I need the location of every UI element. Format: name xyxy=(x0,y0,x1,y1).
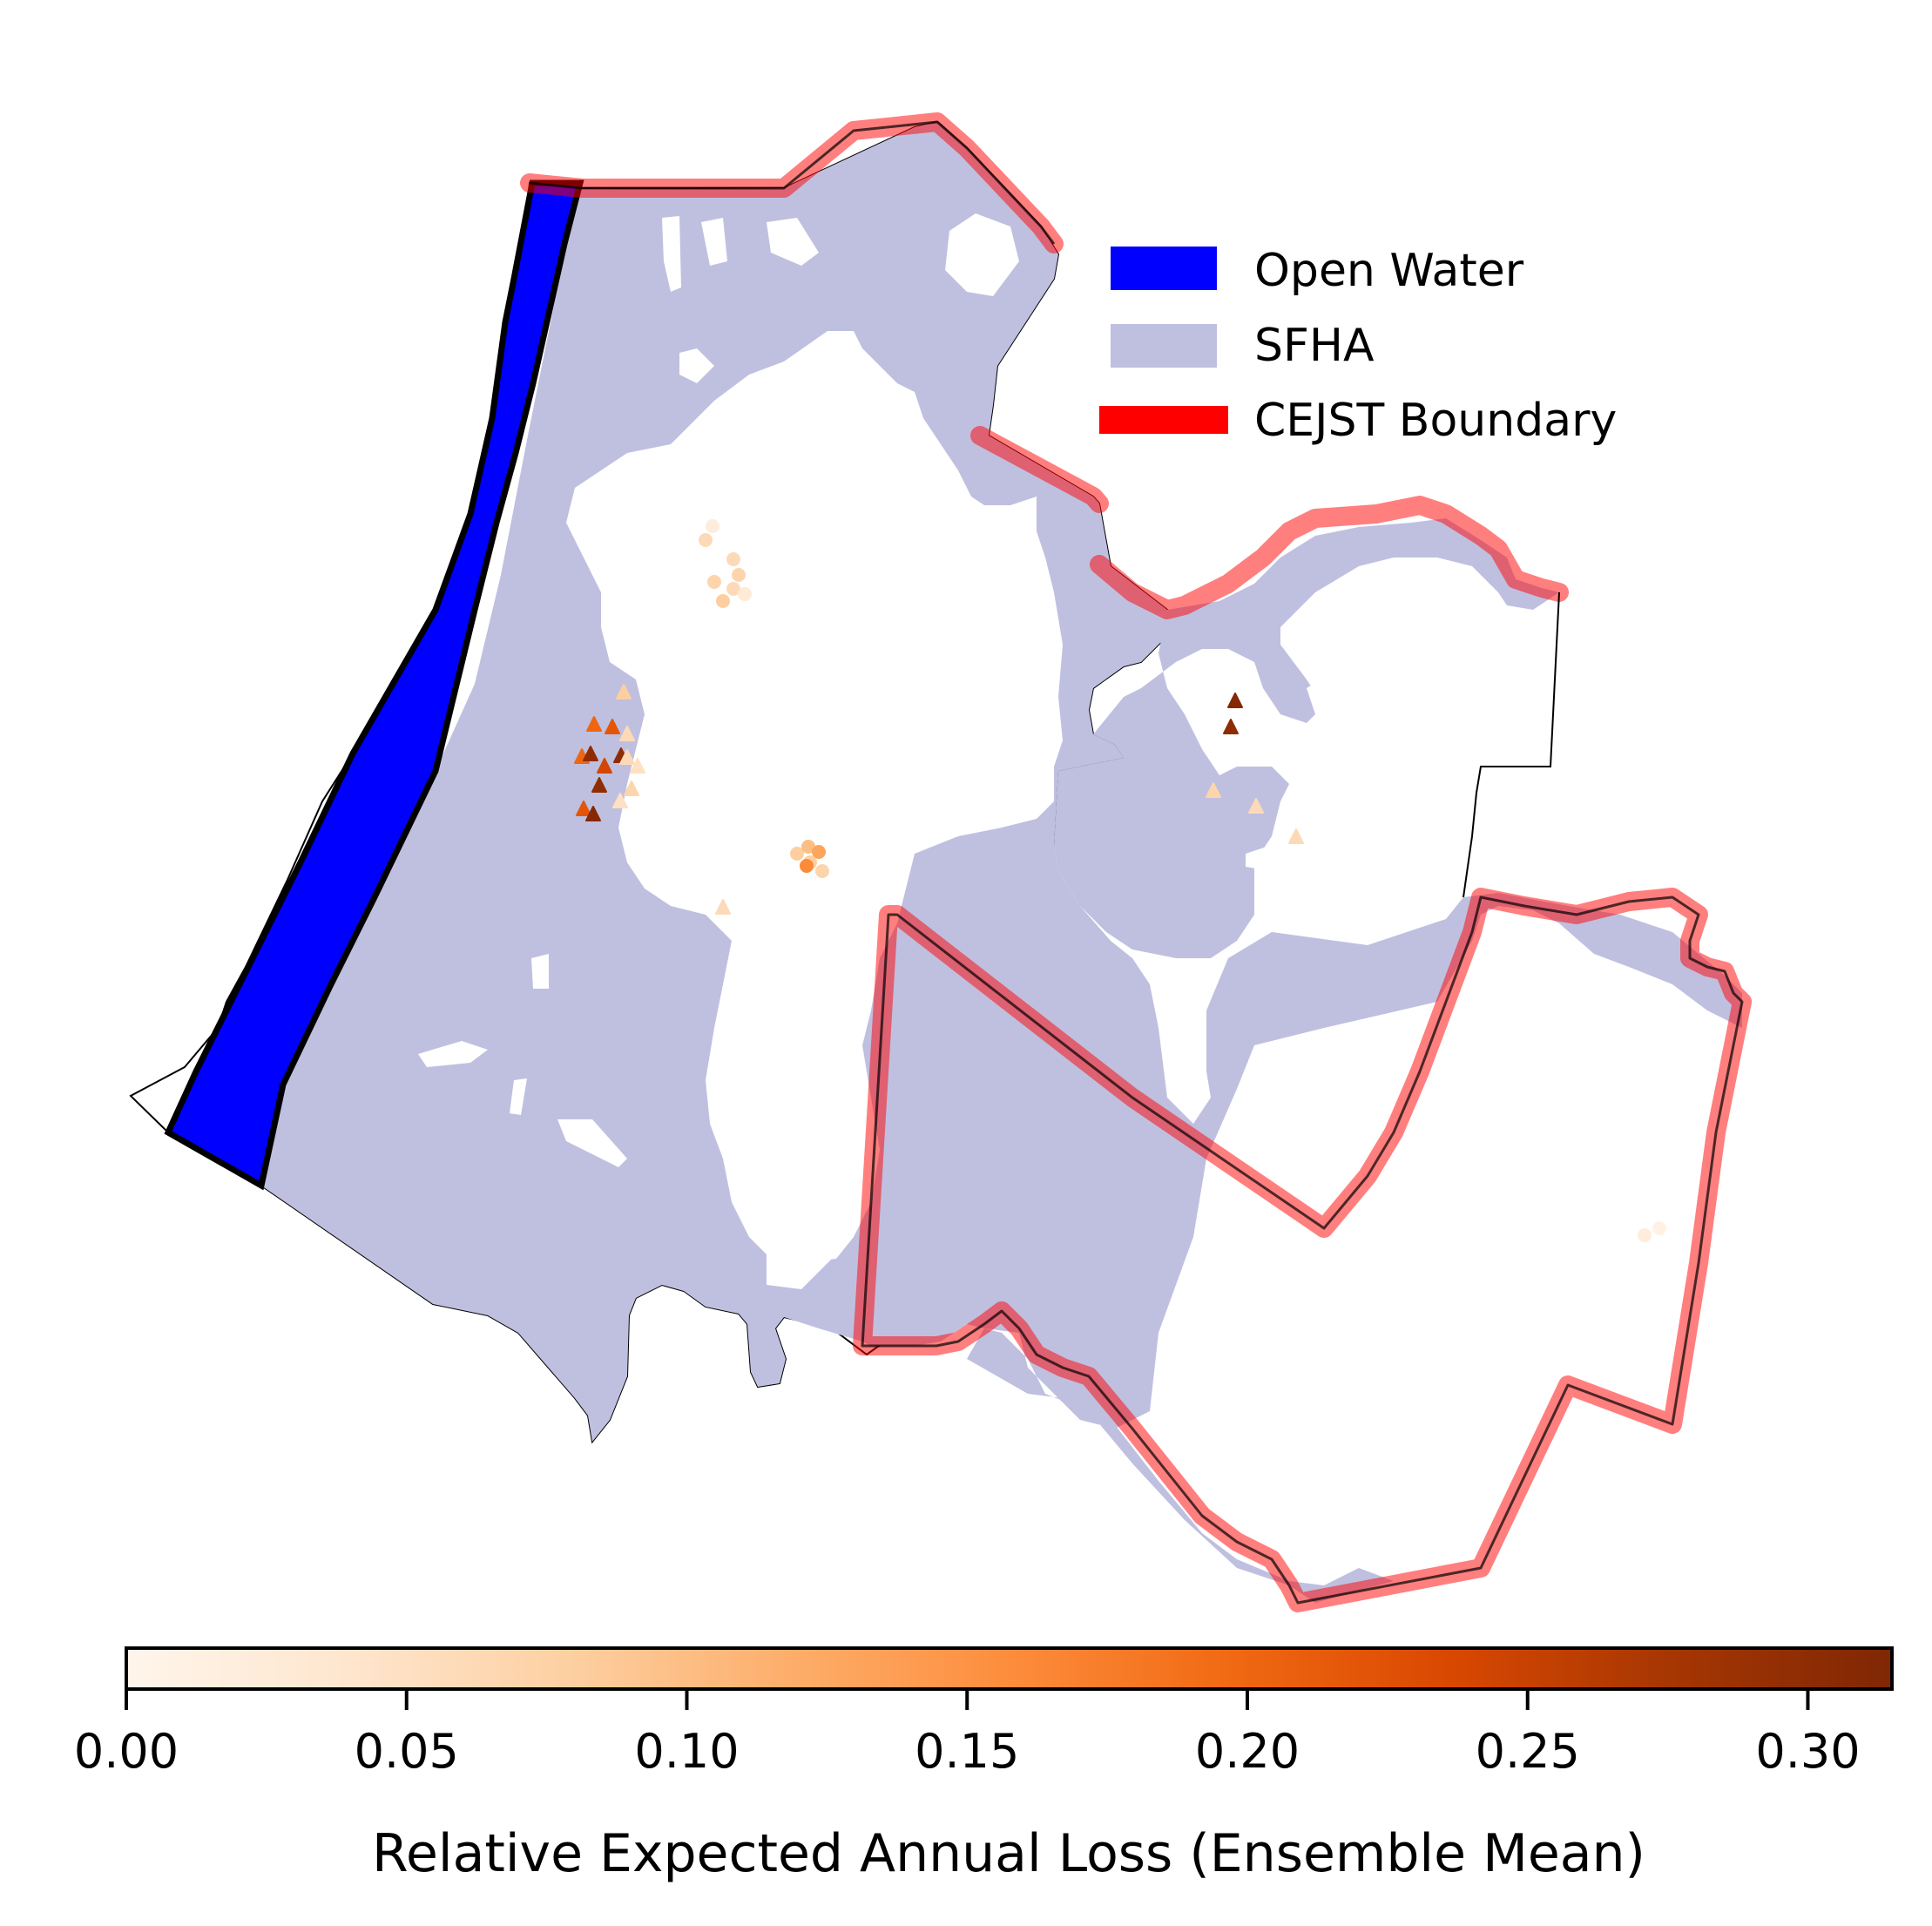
non-sfha-patch xyxy=(819,941,862,976)
loss-point-triangle xyxy=(619,726,635,741)
legend-label-cejst: CEJST Boundary xyxy=(1254,395,1617,447)
loss-point-triangle xyxy=(576,801,591,816)
legend-swatch-open-water xyxy=(1111,247,1217,290)
cejst-boundary-northeast xyxy=(970,426,1109,513)
loss-point-triangle xyxy=(1206,782,1221,798)
loss-point-circle xyxy=(790,847,804,861)
non-sfha-patch xyxy=(1176,653,1228,688)
colorbar-ticks: 0.00 0.05 0.10 0.15 0.20 0.25 0.30 xyxy=(74,1689,1861,1779)
loss-point-triangle xyxy=(605,719,620,734)
loss-point-circle xyxy=(726,582,740,596)
non-sfha-patch xyxy=(701,218,727,266)
loss-point-triangle xyxy=(583,746,598,761)
cejst-boundary-mid xyxy=(1090,496,1569,619)
loss-point-triangle xyxy=(612,793,628,808)
colorbar-tick-label: 0.30 xyxy=(1755,1724,1860,1779)
loss-point-triangle xyxy=(591,777,607,793)
non-sfha-patch xyxy=(557,1119,627,1167)
non-sfha-patch xyxy=(945,213,1019,296)
non-sfha-patch xyxy=(767,218,819,266)
colorbar-tick-label: 0.20 xyxy=(1195,1724,1300,1779)
sfha-zone xyxy=(261,122,1742,1603)
loss-point-triangle xyxy=(630,758,645,774)
colorbar-tick-label: 0.05 xyxy=(355,1724,459,1779)
loss-point-triangle xyxy=(1248,798,1264,814)
loss-point-circle xyxy=(726,552,740,566)
colorbar-bar xyxy=(125,1646,1894,1691)
loss-point-triangle xyxy=(619,749,635,765)
loss-point-circle xyxy=(1652,1221,1666,1235)
loss-point-triangle xyxy=(624,781,639,796)
loss-point-circle xyxy=(707,575,721,589)
non-sfha-patch xyxy=(679,348,714,383)
loss-point-circle xyxy=(699,533,713,547)
colorbar-tick-label: 0.00 xyxy=(74,1724,179,1779)
loss-point-triangle xyxy=(597,758,612,774)
loss-point-circle xyxy=(738,587,752,601)
colorbar-tick-label: 0.15 xyxy=(915,1724,1019,1779)
legend-swatch-sfha xyxy=(1111,324,1217,368)
loss-point-triangle xyxy=(1223,719,1239,734)
non-sfha-patch xyxy=(1307,671,1341,740)
non-sfha-patch xyxy=(1246,845,1289,871)
loss-point-circle xyxy=(732,568,746,582)
non-sfha-patch xyxy=(510,1078,527,1115)
sfha-zone-east xyxy=(1054,518,1559,958)
colorbar-tick-label: 0.25 xyxy=(1476,1724,1580,1779)
cejst-boundary-core xyxy=(529,120,1744,1605)
tract-line xyxy=(1463,591,1560,898)
legend-label-open-water: Open Water xyxy=(1254,245,1524,297)
loss-point-circle xyxy=(800,859,814,873)
loss-point-triangle xyxy=(1227,693,1243,708)
loss-point-triangle xyxy=(1288,828,1304,844)
colorbar: 0.00 0.05 0.10 0.15 0.20 0.25 0.30 Relative Ex… xyxy=(74,1646,1894,1884)
loss-points xyxy=(574,519,1666,1242)
non-sfha-patch xyxy=(767,1241,836,1289)
non-sfha-patch xyxy=(1359,836,1394,936)
colorbar-label: Relative Expected Annual Loss (Ensemble … xyxy=(372,1823,1645,1884)
non-sfha-patch xyxy=(531,954,549,989)
loss-point-triangle xyxy=(616,684,632,699)
non-sfha-patch xyxy=(418,1041,488,1067)
loss-point-triangle xyxy=(715,899,731,915)
loss-point-circle xyxy=(716,594,730,608)
loss-point-circle xyxy=(1638,1228,1652,1242)
legend-label-sfha: SFHA xyxy=(1254,320,1375,372)
non-sfha-patch xyxy=(662,216,681,292)
loss-point-triangle xyxy=(585,806,601,821)
legend-swatch-cejst xyxy=(1099,406,1228,434)
loss-point-circle xyxy=(812,845,826,859)
loss-point-triangle xyxy=(586,716,602,732)
non-sfha-core xyxy=(566,331,1063,1263)
loss-point-circle xyxy=(706,519,719,533)
loss-point-circle xyxy=(815,864,829,878)
open-water xyxy=(164,179,584,1191)
legend: Open Water SFHA CEJST Boundary xyxy=(1099,245,1617,447)
colorbar-tick-label: 0.10 xyxy=(634,1724,739,1779)
